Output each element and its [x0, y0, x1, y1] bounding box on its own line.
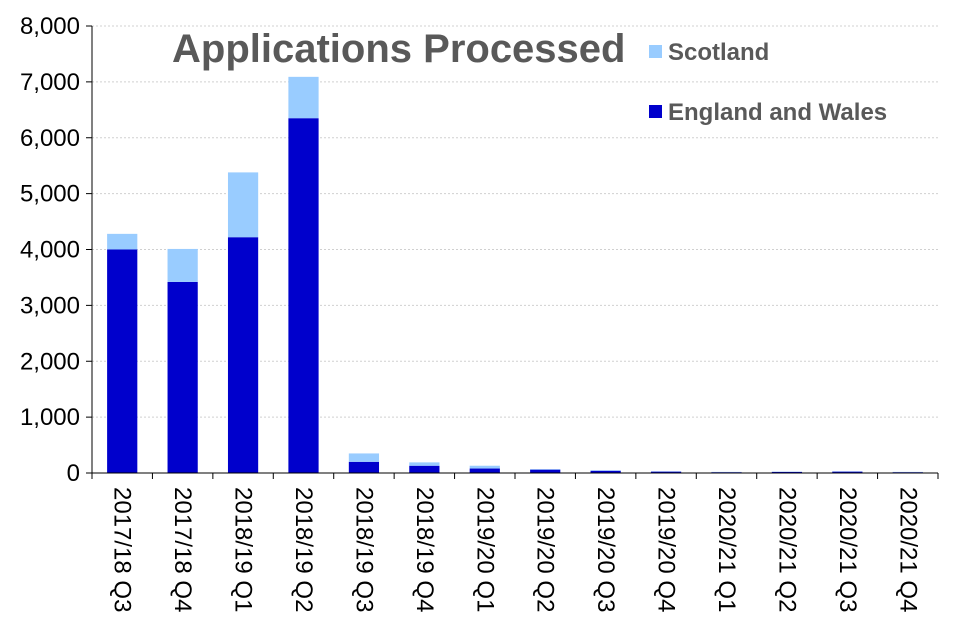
y-tick-label: 1,000: [20, 404, 80, 431]
y-tick-label: 3,000: [20, 292, 80, 319]
bar-scotland: [348, 453, 380, 462]
bar-england-and-wales: [530, 469, 561, 473]
bar-england-and-wales: [650, 471, 682, 473]
x-tick-label: 2018/19 Q1: [230, 487, 257, 612]
legend-swatch: [649, 45, 662, 58]
y-tick-label: 2,000: [20, 348, 80, 375]
bar-england-and-wales: [107, 249, 138, 473]
legend-label: Scotland: [668, 39, 769, 66]
legend-swatch: [649, 105, 662, 118]
bar-england-and-wales: [288, 118, 319, 473]
legend: Scotland England and Wales: [649, 39, 887, 126]
y-tick-label: 6,000: [20, 125, 80, 152]
y-tick-label: 7,000: [20, 69, 80, 96]
y-tick-label: 8,000: [20, 13, 80, 40]
axes: [86, 25, 939, 479]
x-tick-label: 2017/18 Q4: [169, 487, 196, 612]
bar-england-and-wales: [469, 468, 500, 473]
bar-scotland: [107, 233, 138, 250]
bar-england-and-wales: [227, 237, 259, 473]
bar-england-and-wales: [832, 471, 863, 473]
gridlines: [92, 25, 938, 418]
x-tick-label: 2019/20 Q1: [471, 487, 498, 612]
y-tick-label: 4,000: [20, 237, 80, 264]
x-tick-label: 2019/20 Q3: [592, 487, 619, 612]
bar-england-and-wales: [348, 461, 380, 473]
x-tick-label: 2020/21 Q3: [834, 487, 861, 612]
x-tick-label: 2017/18 Q3: [109, 487, 136, 612]
legend-label: England and Wales: [668, 99, 887, 126]
x-tick-label: 2020/21 Q4: [894, 487, 921, 612]
y-tick-label: 0: [67, 460, 80, 487]
bar-scotland: [288, 76, 319, 119]
x-tick-label: 2020/21 Q1: [713, 487, 740, 612]
bar-scotland: [469, 465, 500, 469]
bars: [107, 76, 923, 473]
bar-england-and-wales: [771, 471, 803, 473]
bar-scotland: [227, 172, 259, 238]
x-tick-label: 2018/19 Q4: [411, 487, 438, 612]
y-tick-label: 5,000: [20, 181, 80, 208]
x-tick-label: 2019/20 Q2: [532, 487, 559, 612]
bar-scotland: [530, 469, 561, 470]
bar-england-and-wales: [590, 470, 621, 473]
bar-england-and-wales: [167, 281, 198, 473]
bar-scotland: [167, 248, 198, 282]
x-tick-label: 2018/19 Q2: [290, 487, 317, 612]
chart-title: Applications Processed: [172, 27, 625, 71]
x-tick-labels: 2017/18 Q3 2017/18 Q4 2018/19 Q1 2018/19 Q2…: [109, 487, 922, 612]
bar-scotland: [409, 462, 440, 466]
bar-england-and-wales: [409, 465, 440, 473]
x-tick-label: 2018/19 Q3: [350, 487, 377, 612]
x-tick-label: 2020/21 Q2: [773, 487, 800, 612]
x-tick-label: 2019/20 Q4: [653, 487, 680, 612]
y-tick-labels: 0 1,000 2,000 3,000 4,000 5,000 6,000 7,000 8,00…: [20, 13, 80, 487]
bar-scotland: [590, 470, 621, 471]
